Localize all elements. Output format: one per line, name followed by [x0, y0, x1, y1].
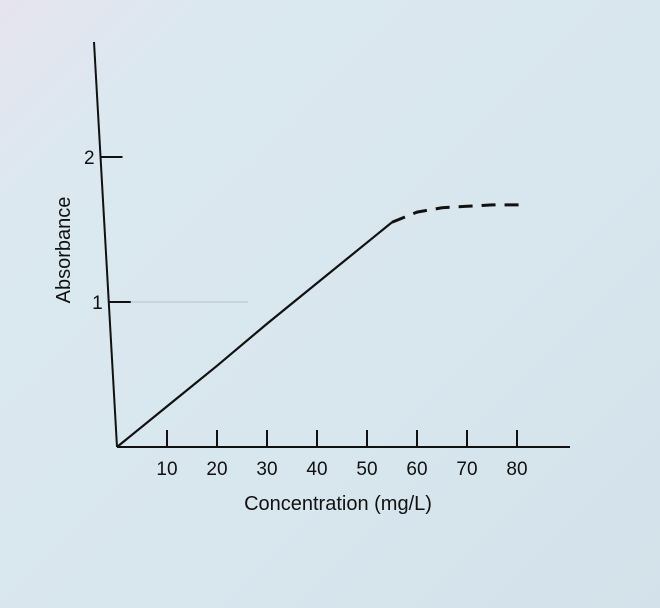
- x-tick-label: 80: [506, 459, 527, 480]
- y-tick-label: 2: [84, 148, 95, 169]
- x-tick-label: 70: [456, 459, 477, 480]
- y-tick-label: 1: [92, 293, 103, 314]
- data-series: [116, 203, 522, 448]
- y-axis: [93, 41, 118, 448]
- x-axis-title: Concentration (mg/L): [244, 493, 432, 515]
- saturation-curve-dashed: [391, 203, 522, 224]
- x-tick-label: 10: [156, 459, 177, 480]
- y-axis-title: Absorbance: [53, 197, 75, 304]
- x-tick-label: 60: [406, 459, 427, 480]
- linear-calibration-line: [116, 221, 393, 448]
- y-axis-ticks: 12: [84, 148, 131, 314]
- x-tick-label: 50: [356, 459, 377, 480]
- x-tick-label: 40: [306, 459, 327, 480]
- x-axis-ticks: 10 20 30 40 50 60 70 80: [156, 430, 528, 480]
- x-tick-label: 20: [206, 459, 227, 480]
- x-tick-label: 30: [256, 459, 277, 480]
